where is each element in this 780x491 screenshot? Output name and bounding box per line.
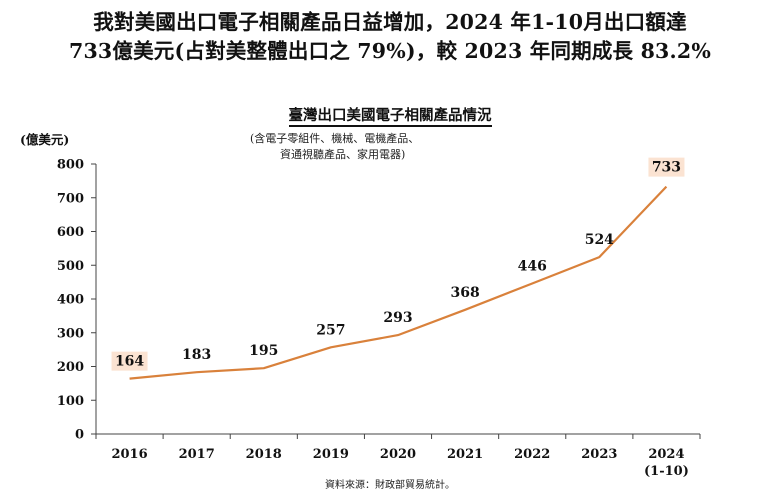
data-label: 524 [585,232,614,248]
y-tick-label: 400 [57,293,84,308]
y-tick-label: 300 [57,326,84,341]
data-label: 257 [316,322,345,338]
y-tick-label: 700 [57,191,84,206]
headline-line-2: 733億美元(占對美整體出口之 79%)，較 2023 年同期成長 83.2% [68,39,711,63]
headline-line-1: 我對美國出口電子相關產品日益增加，2024 年1-10月出口額達 [93,10,687,34]
x-tick-label: 2016 [111,447,147,462]
y-tick-label: 100 [57,394,84,409]
data-label-box [648,157,685,177]
x-tick-label: 2020 [380,447,416,462]
chart-note-line-1: (含電子零組件、機械、電機產品、 [250,132,420,145]
data-label: 183 [182,347,211,363]
y-axis-unit-label: (億美元) [20,132,70,147]
x-tick-label: 2022 [514,447,550,462]
x-tick-label: 2018 [246,447,282,462]
data-label: 733 [652,160,681,176]
headline: 我對美國出口電子相關產品日益增加，2024 年1-10月出口額達 733億美元(… [0,8,780,66]
x-tick-label: 2017 [179,447,215,462]
y-tick-label: 200 [57,360,84,375]
data-label: 164 [115,354,144,370]
x-tick-label: 2019 [313,447,349,462]
data-label: 368 [450,285,479,301]
x-tick-label: 2024 [648,447,684,462]
chart-title-text: 臺灣出口美國電子相關產品情況 [288,107,492,127]
x-tick-sublabel: (1-10) [644,464,689,479]
chart-title: 臺灣出口美國電子相關產品情況 [0,104,780,127]
x-tick-label: 2021 [447,447,483,462]
data-label: 446 [518,258,547,274]
y-tick-label: 800 [57,158,84,173]
series-line [129,185,668,380]
y-tick-label: 500 [57,259,84,274]
y-tick-label: 600 [57,225,84,240]
chart-note-line-2: 資通視聽產品、家用電器) [280,148,406,161]
data-label: 293 [383,310,412,326]
chart-note: (含電子零組件、機械、電機產品、 資通視聽產品、家用電器) [250,131,550,163]
y-tick-label: 0 [75,428,84,443]
source-note: 資料來源：財政部貿易統計。 [325,480,455,491]
x-tick-label: 2023 [581,447,617,462]
data-label: 195 [249,343,278,359]
data-label-box [111,351,148,371]
